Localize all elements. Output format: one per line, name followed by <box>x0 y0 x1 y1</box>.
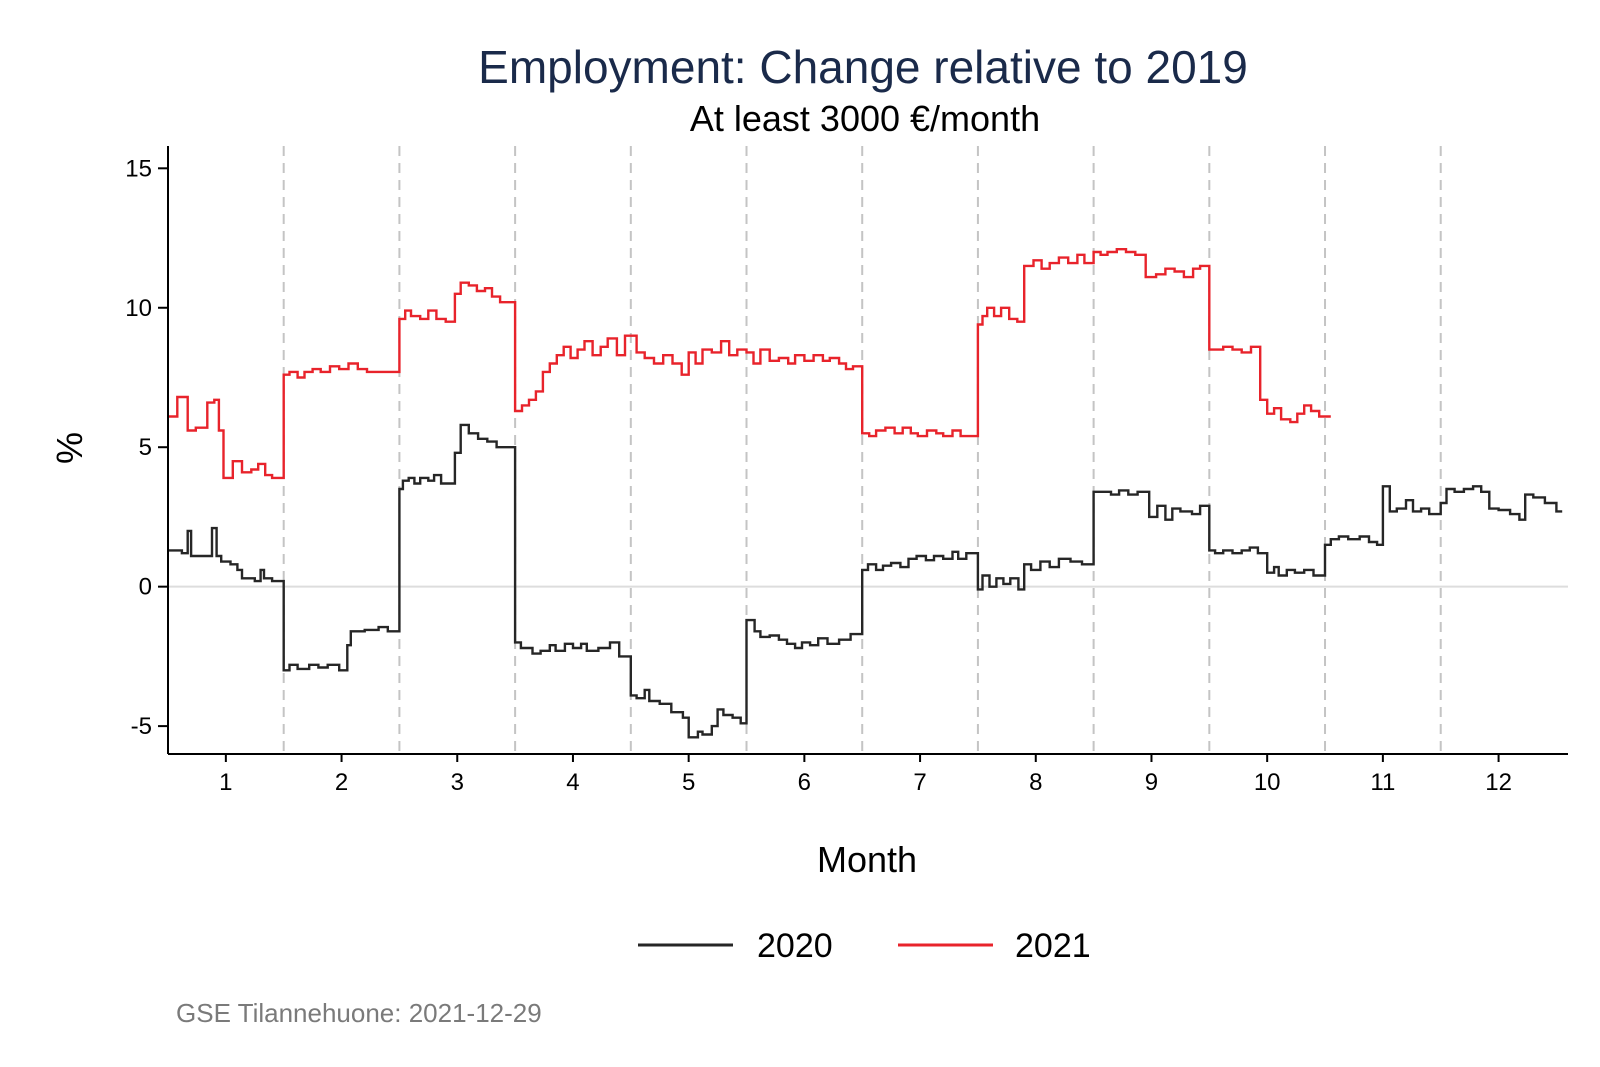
x-tick-label: 2 <box>335 769 348 796</box>
x-tick-label: 12 <box>1485 769 1512 796</box>
x-tick-label: 9 <box>1145 769 1158 796</box>
series-layer <box>168 248 1563 739</box>
chart-subtitle: At least 3000 €/month <box>690 98 1040 139</box>
month-separators <box>282 146 1442 754</box>
x-tick-label: 7 <box>913 769 926 796</box>
legend-item-2021: 2021 <box>898 927 1091 965</box>
y-tick-label: 0 <box>139 574 152 601</box>
y-axis-ticks: 15 10 5 0 -5 <box>125 155 168 740</box>
legend-item-2020: 2020 <box>638 927 833 965</box>
x-tick-label: 3 <box>451 769 464 796</box>
y-tick-label: 15 <box>125 155 152 182</box>
x-axis-title: Month <box>817 839 917 880</box>
legend-label-2020: 2020 <box>757 927 833 965</box>
y-axis-title: % <box>49 432 90 464</box>
x-tick-label: 10 <box>1254 769 1281 796</box>
x-axis-ticks: 1 2 3 4 5 6 7 8 9 10 11 12 <box>219 754 1512 796</box>
y-tick-label: 10 <box>125 295 152 322</box>
source-note: GSE Tilannehuone: 2021-12-29 <box>176 998 542 1028</box>
legend: 2020 2021 <box>638 927 1091 965</box>
legend-label-2021: 2021 <box>1015 927 1091 965</box>
x-tick-label: 6 <box>798 769 811 796</box>
x-tick-label: 8 <box>1029 769 1042 796</box>
series-line-2021 <box>168 248 1331 480</box>
chart-title: Employment: Change relative to 2019 <box>478 41 1248 93</box>
series-line-2020 <box>168 423 1563 739</box>
axes <box>167 146 1568 755</box>
y-tick-label: 5 <box>139 434 152 461</box>
x-tick-label: 4 <box>566 769 579 796</box>
y-tick-label: -5 <box>131 713 152 740</box>
x-tick-label: 1 <box>219 769 232 796</box>
x-tick-label: 11 <box>1370 769 1395 796</box>
x-tick-label: 5 <box>682 769 695 796</box>
